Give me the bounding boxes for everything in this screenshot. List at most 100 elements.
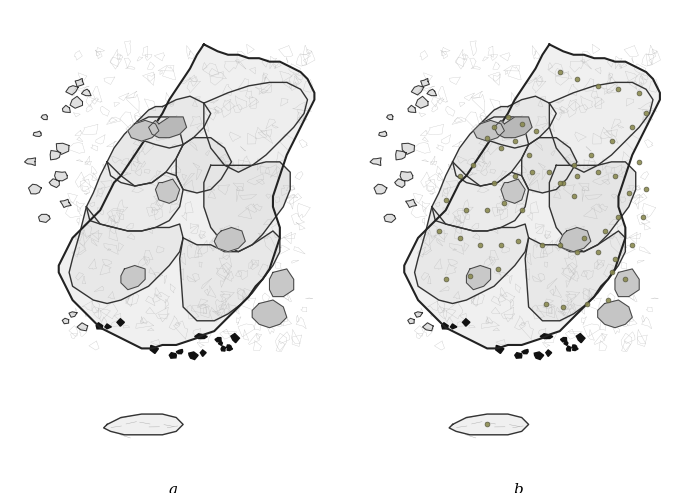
Polygon shape <box>423 323 433 331</box>
Polygon shape <box>480 96 556 148</box>
Polygon shape <box>522 138 577 193</box>
Polygon shape <box>432 162 529 231</box>
Point <box>603 296 614 304</box>
Point <box>540 300 551 308</box>
Polygon shape <box>408 106 416 112</box>
Polygon shape <box>572 345 577 349</box>
Polygon shape <box>400 172 413 181</box>
Polygon shape <box>86 162 183 231</box>
Point <box>641 109 652 117</box>
Point <box>502 113 513 121</box>
Polygon shape <box>41 114 47 120</box>
Polygon shape <box>180 231 280 321</box>
Polygon shape <box>215 338 221 342</box>
Polygon shape <box>59 44 314 349</box>
Point <box>495 241 507 248</box>
Polygon shape <box>415 312 422 317</box>
Polygon shape <box>427 89 437 96</box>
Point <box>634 158 645 166</box>
Polygon shape <box>82 89 91 96</box>
Point <box>620 276 631 283</box>
Polygon shape <box>453 117 529 186</box>
Polygon shape <box>408 318 414 324</box>
Point <box>592 248 603 256</box>
Polygon shape <box>370 158 381 166</box>
Polygon shape <box>501 179 525 203</box>
Polygon shape <box>150 346 158 353</box>
Point <box>568 192 579 200</box>
Polygon shape <box>231 334 240 343</box>
Polygon shape <box>560 338 567 342</box>
Polygon shape <box>269 269 294 297</box>
Text: a: a <box>168 484 178 493</box>
Point <box>440 196 451 204</box>
Point <box>454 172 465 179</box>
Polygon shape <box>39 214 50 222</box>
Polygon shape <box>195 334 207 339</box>
Polygon shape <box>466 266 491 290</box>
Point <box>613 213 624 221</box>
Polygon shape <box>204 162 290 252</box>
Polygon shape <box>534 352 544 359</box>
Polygon shape <box>564 342 568 346</box>
Polygon shape <box>121 266 145 290</box>
Point <box>627 241 638 248</box>
Point <box>554 241 565 248</box>
Point <box>527 168 538 176</box>
Polygon shape <box>107 117 183 186</box>
Point <box>637 213 648 221</box>
Polygon shape <box>62 106 70 112</box>
Polygon shape <box>204 82 307 172</box>
Point <box>568 161 579 169</box>
Point <box>571 172 583 179</box>
Polygon shape <box>105 324 111 329</box>
Point <box>475 241 486 248</box>
Point <box>592 168 603 176</box>
Polygon shape <box>176 138 231 193</box>
Polygon shape <box>572 347 578 351</box>
Point <box>606 269 617 277</box>
Polygon shape <box>615 269 639 297</box>
Point <box>627 123 638 131</box>
Point <box>571 248 583 256</box>
Polygon shape <box>567 346 571 351</box>
Polygon shape <box>546 350 551 356</box>
Polygon shape <box>406 199 417 208</box>
Point <box>489 178 500 186</box>
Polygon shape <box>69 207 183 304</box>
Polygon shape <box>442 323 448 329</box>
Polygon shape <box>75 78 84 87</box>
Polygon shape <box>189 352 198 359</box>
Polygon shape <box>549 82 653 172</box>
Polygon shape <box>402 143 415 154</box>
Point <box>554 178 565 186</box>
Point <box>440 276 451 283</box>
Polygon shape <box>227 345 231 349</box>
Point <box>634 89 645 97</box>
Polygon shape <box>494 117 532 138</box>
Point <box>513 237 524 245</box>
Polygon shape <box>50 150 61 160</box>
Point <box>613 85 624 93</box>
Point <box>464 272 475 280</box>
Point <box>482 134 493 141</box>
Point <box>509 137 520 145</box>
Polygon shape <box>374 184 387 194</box>
Polygon shape <box>451 324 457 329</box>
Polygon shape <box>57 143 69 154</box>
Point <box>571 75 583 83</box>
Polygon shape <box>396 150 406 160</box>
Point <box>482 421 493 428</box>
Point <box>509 172 520 179</box>
Point <box>489 123 500 131</box>
Polygon shape <box>221 346 226 351</box>
Point <box>461 206 472 214</box>
Polygon shape <box>128 120 159 141</box>
Polygon shape <box>379 131 387 137</box>
Point <box>623 189 634 197</box>
Point <box>530 127 541 135</box>
Point <box>468 161 479 169</box>
Polygon shape <box>200 350 206 356</box>
Polygon shape <box>227 347 233 351</box>
Point <box>495 144 507 152</box>
